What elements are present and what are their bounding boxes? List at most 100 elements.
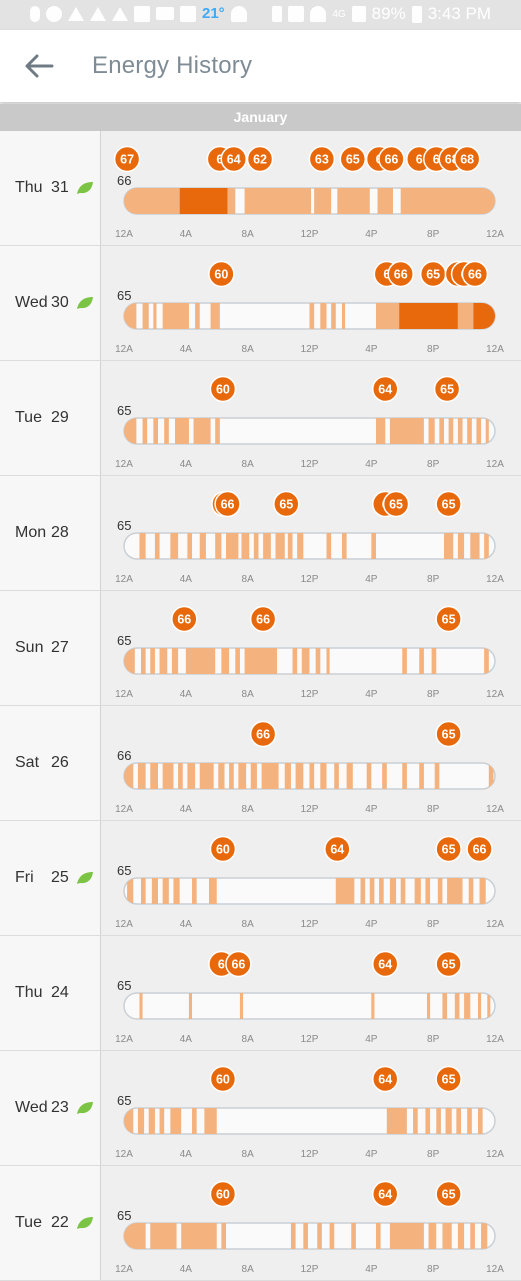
- base-temperature: 65: [117, 403, 131, 418]
- day-row[interactable]: Wed 23 65 12A 4A 8A 12P 4P 8P 12A 60 64 65: [0, 1051, 521, 1166]
- setpoint-label: 60: [216, 383, 230, 397]
- heating-segment: [428, 1223, 437, 1249]
- heating-segment: [400, 188, 495, 214]
- setpoint-label: 65: [442, 498, 456, 512]
- day-date: 26: [51, 754, 69, 771]
- base-temperature: 65: [117, 288, 131, 303]
- tick-label: 12A: [486, 229, 504, 240]
- heating-segment: [448, 418, 454, 444]
- heating-segment: [192, 878, 197, 904]
- heating-segment: [215, 418, 220, 444]
- setpoint-label: 66: [473, 843, 487, 857]
- heating-segment: [162, 878, 169, 904]
- timeline-chart: 65 12A 4A 8A 12P 4P 8P 12A 66 66 65: [101, 591, 521, 705]
- day-label: Sat 26: [0, 706, 101, 820]
- day-row[interactable]: Wed306512A4A8A12P4P8P12A60666656666: [0, 246, 521, 361]
- status-bar: 21° 4G 89% 3:43 PM: [0, 0, 521, 30]
- heating-segment: [386, 1108, 407, 1134]
- heating-segment: [229, 763, 234, 789]
- day-row[interactable]: Thu 24 65 12A 4A 8A 12P 4P 8P 12A 6 66 64 65: [0, 936, 521, 1051]
- setpoint-badge: [382, 490, 410, 518]
- setpoint-badge: [214, 490, 241, 518]
- tick-label: 8P: [427, 1264, 440, 1275]
- setpoint-label: 66: [384, 153, 398, 167]
- tick-label: 12A: [486, 804, 504, 815]
- tick-label: 12P: [301, 344, 319, 355]
- setpoint-badge: [246, 145, 274, 173]
- back-arrow-icon[interactable]: [22, 50, 56, 82]
- heating-segment: [215, 533, 222, 559]
- heating-segment: [371, 993, 375, 1019]
- heating-segment: [331, 303, 336, 329]
- heating-segment: [142, 303, 149, 329]
- heating-segment: [314, 188, 332, 214]
- day-row[interactable]: Thu 31 66 12A 4A 8A 12P 4P 8P 12A 67 6 64 62 63 65 66 6 6 6…: [0, 131, 521, 246]
- day-date: 30: [51, 294, 69, 311]
- day-row[interactable]: Tue 29 65 12A 4A 8A 12P 4P 8P 12A 60 64 65: [0, 361, 521, 476]
- segments-group: [124, 418, 489, 444]
- heating-segment: [431, 648, 437, 674]
- heating-segment: [326, 533, 332, 559]
- wifi-calling-icon: [310, 6, 327, 22]
- day-date: 25: [51, 869, 69, 886]
- day-date: 28: [51, 524, 69, 541]
- tick-label: 4P: [365, 804, 378, 815]
- heating-segment: [150, 763, 159, 789]
- heating-segment: [175, 418, 189, 444]
- setpoint-badge: [113, 145, 141, 173]
- timeline-svg: 65 12A 4A 8A 12P 4P 8P 12A 60 64 65: [115, 375, 504, 470]
- tick-label: 4P: [365, 1034, 378, 1045]
- heating-segment: [309, 763, 315, 789]
- heating-segment: [199, 763, 214, 789]
- tick-label: 8P: [427, 689, 440, 700]
- heating-segment: [320, 763, 327, 789]
- day-label: Thu 24: [0, 936, 101, 1050]
- battery-percentage: 89%: [371, 4, 406, 23]
- setpoint-label: 66: [231, 958, 245, 972]
- page-title: Energy History: [92, 52, 253, 79]
- month-header: January: [0, 104, 521, 131]
- tick-label: 12A: [486, 1149, 504, 1160]
- setpoint-label: 65: [442, 958, 456, 972]
- tick-label: 4A: [180, 229, 193, 240]
- setpoint-badge: [435, 835, 462, 863]
- heating-segment: [209, 878, 217, 904]
- heating-segment: [400, 878, 406, 904]
- day-row[interactable]: Fri 25 65 12A 4A 8A 12P 4P 8P 12A 60 64 65 66: [0, 821, 521, 936]
- heating-segment: [124, 418, 137, 444]
- heating-segment: [317, 1223, 322, 1249]
- tick-label: 4P: [365, 1264, 378, 1275]
- heating-segment: [227, 188, 236, 214]
- day-row[interactable]: Sun 27 65 12A 4A 8A 12P 4P 8P 12A 66 66 65: [0, 591, 521, 706]
- day-name: Wed: [15, 1099, 48, 1116]
- tick-label: 8A: [242, 574, 255, 585]
- heating-segment: [335, 878, 355, 904]
- heating-segment: [221, 648, 230, 674]
- setpoint-label: 65: [346, 153, 360, 167]
- heating-segment: [204, 1108, 217, 1134]
- setpoint-label: 65: [442, 1073, 456, 1087]
- day-row[interactable]: Tue 22 65 12A 4A 8A 12P 4P 8P 12A 60 64 65: [0, 1166, 521, 1281]
- timeline-chart: 65 12A 4A 8A 12P 4P 8P 12A 60 64 65: [101, 1051, 521, 1165]
- heating-segment: [476, 418, 482, 444]
- tick-label: 4A: [180, 1264, 193, 1275]
- youtube-icon: [156, 7, 174, 20]
- day-label: Tue 22: [0, 1166, 101, 1280]
- heating-segment: [253, 533, 259, 559]
- warning-icon: [112, 6, 128, 21]
- heating-segment: [375, 418, 386, 444]
- day-row[interactable]: Sat 26 66 12A 4A 8A 12P 4P 8P 12A 66 65: [0, 706, 521, 821]
- heating-segment: [162, 303, 189, 329]
- heating-segment: [290, 1223, 296, 1249]
- heating-segment: [127, 878, 134, 904]
- tick-label: 4A: [180, 344, 193, 355]
- day-row[interactable]: Mon286512A4A8A12P4P8P12A6666566565: [0, 476, 521, 591]
- timeline-bar-bg: [123, 992, 496, 1020]
- status-left-icons: 21°: [30, 5, 247, 22]
- tick-label: 8A: [242, 1264, 255, 1275]
- tick-label: 12A: [115, 1264, 133, 1275]
- tick-label: 12A: [115, 1149, 133, 1160]
- tick-label: 8A: [242, 1034, 255, 1045]
- tick-label: 4A: [180, 919, 193, 930]
- heating-segment: [437, 878, 443, 904]
